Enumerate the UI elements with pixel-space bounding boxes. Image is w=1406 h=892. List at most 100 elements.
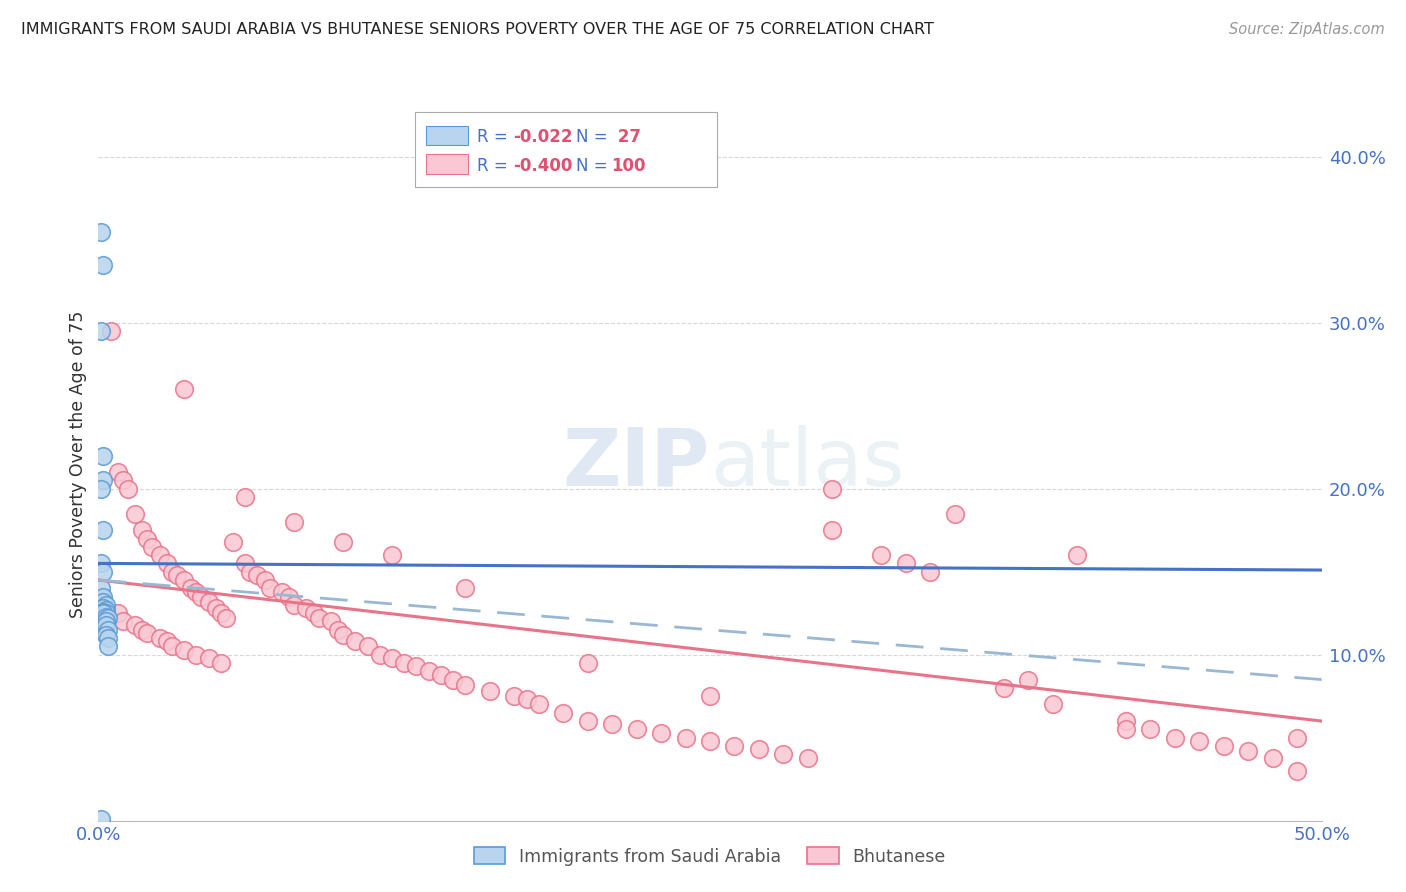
Point bbox=[454, 582, 477, 596]
Point bbox=[90, 557, 112, 571]
Point bbox=[821, 482, 844, 496]
Point bbox=[222, 534, 245, 549]
Point bbox=[190, 590, 212, 604]
Point bbox=[253, 573, 276, 587]
Point bbox=[332, 534, 354, 549]
Point bbox=[141, 540, 163, 554]
Point bbox=[576, 656, 599, 670]
Text: IMMIGRANTS FROM SAUDI ARABIA VS BHUTANESE SENIORS POVERTY OVER THE AGE OF 75 COR: IMMIGRANTS FROM SAUDI ARABIA VS BHUTANES… bbox=[21, 22, 934, 37]
Point bbox=[797, 750, 820, 764]
Point bbox=[478, 684, 501, 698]
Point bbox=[94, 603, 117, 617]
Text: 100: 100 bbox=[612, 157, 647, 175]
Point bbox=[515, 692, 537, 706]
Point bbox=[156, 557, 179, 571]
Text: atlas: atlas bbox=[710, 425, 904, 503]
Point bbox=[91, 594, 114, 608]
Point bbox=[381, 548, 404, 562]
Point bbox=[94, 609, 117, 624]
Point bbox=[209, 606, 232, 620]
Point bbox=[90, 225, 112, 239]
Point bbox=[239, 565, 262, 579]
Point bbox=[233, 490, 256, 504]
Point bbox=[405, 659, 427, 673]
Point bbox=[319, 615, 342, 629]
Text: ZIP: ZIP bbox=[562, 425, 710, 503]
Point bbox=[166, 568, 188, 582]
Point bbox=[111, 474, 134, 488]
Point bbox=[454, 677, 477, 691]
Point bbox=[91, 565, 114, 579]
Point bbox=[97, 640, 120, 654]
Point bbox=[91, 605, 114, 619]
Text: Source: ZipAtlas.com: Source: ZipAtlas.com bbox=[1229, 22, 1385, 37]
Point bbox=[1066, 548, 1088, 562]
Point bbox=[173, 642, 195, 657]
Point bbox=[209, 656, 232, 670]
Y-axis label: Seniors Poverty Over the Age of 75: Seniors Poverty Over the Age of 75 bbox=[69, 310, 87, 617]
Point bbox=[94, 615, 117, 629]
Point bbox=[748, 742, 770, 756]
Point bbox=[626, 723, 648, 737]
Point bbox=[156, 634, 179, 648]
Point bbox=[1261, 750, 1284, 764]
Point bbox=[111, 615, 134, 629]
Point bbox=[91, 449, 114, 463]
Point bbox=[160, 565, 183, 579]
Point bbox=[197, 651, 219, 665]
Point bbox=[160, 640, 183, 654]
Point bbox=[332, 628, 354, 642]
Point bbox=[91, 590, 114, 604]
Point bbox=[91, 523, 114, 537]
Point bbox=[1286, 731, 1309, 745]
Point bbox=[368, 648, 391, 662]
Point bbox=[943, 507, 966, 521]
Point bbox=[246, 568, 269, 582]
Point bbox=[527, 698, 550, 712]
Text: 27: 27 bbox=[612, 128, 641, 146]
Text: N =: N = bbox=[576, 128, 613, 146]
Point bbox=[124, 507, 146, 521]
Point bbox=[1237, 744, 1260, 758]
Point bbox=[173, 382, 195, 396]
Point bbox=[94, 617, 117, 632]
Point bbox=[117, 482, 139, 496]
Point bbox=[90, 324, 112, 338]
Point bbox=[821, 523, 844, 537]
Point bbox=[1115, 723, 1137, 737]
Text: -0.022: -0.022 bbox=[513, 128, 572, 146]
Point bbox=[295, 601, 318, 615]
Point bbox=[441, 673, 464, 687]
Point bbox=[214, 611, 236, 625]
Point bbox=[149, 548, 172, 562]
Point bbox=[328, 623, 350, 637]
Point bbox=[920, 565, 942, 579]
Point bbox=[1115, 714, 1137, 728]
Text: -0.400: -0.400 bbox=[513, 157, 572, 175]
Point bbox=[186, 648, 208, 662]
Point bbox=[356, 640, 378, 654]
Point bbox=[197, 594, 219, 608]
Point bbox=[1188, 734, 1211, 748]
Point bbox=[259, 582, 281, 596]
Point bbox=[283, 598, 305, 612]
Legend: Immigrants from Saudi Arabia, Bhutanese: Immigrants from Saudi Arabia, Bhutanese bbox=[467, 840, 953, 872]
Point bbox=[270, 584, 294, 599]
Point bbox=[1042, 698, 1064, 712]
Text: R =: R = bbox=[477, 157, 513, 175]
Point bbox=[430, 667, 453, 681]
Point bbox=[723, 739, 745, 753]
Point bbox=[91, 474, 114, 488]
Point bbox=[131, 623, 153, 637]
Point bbox=[576, 714, 599, 728]
Point bbox=[1286, 764, 1309, 778]
Point bbox=[233, 557, 256, 571]
Point bbox=[308, 611, 330, 625]
Point bbox=[894, 557, 917, 571]
Point bbox=[94, 606, 117, 620]
Point bbox=[1017, 673, 1039, 687]
Point bbox=[91, 606, 114, 620]
Point bbox=[1139, 723, 1161, 737]
Point bbox=[699, 689, 721, 703]
Point bbox=[772, 747, 794, 762]
